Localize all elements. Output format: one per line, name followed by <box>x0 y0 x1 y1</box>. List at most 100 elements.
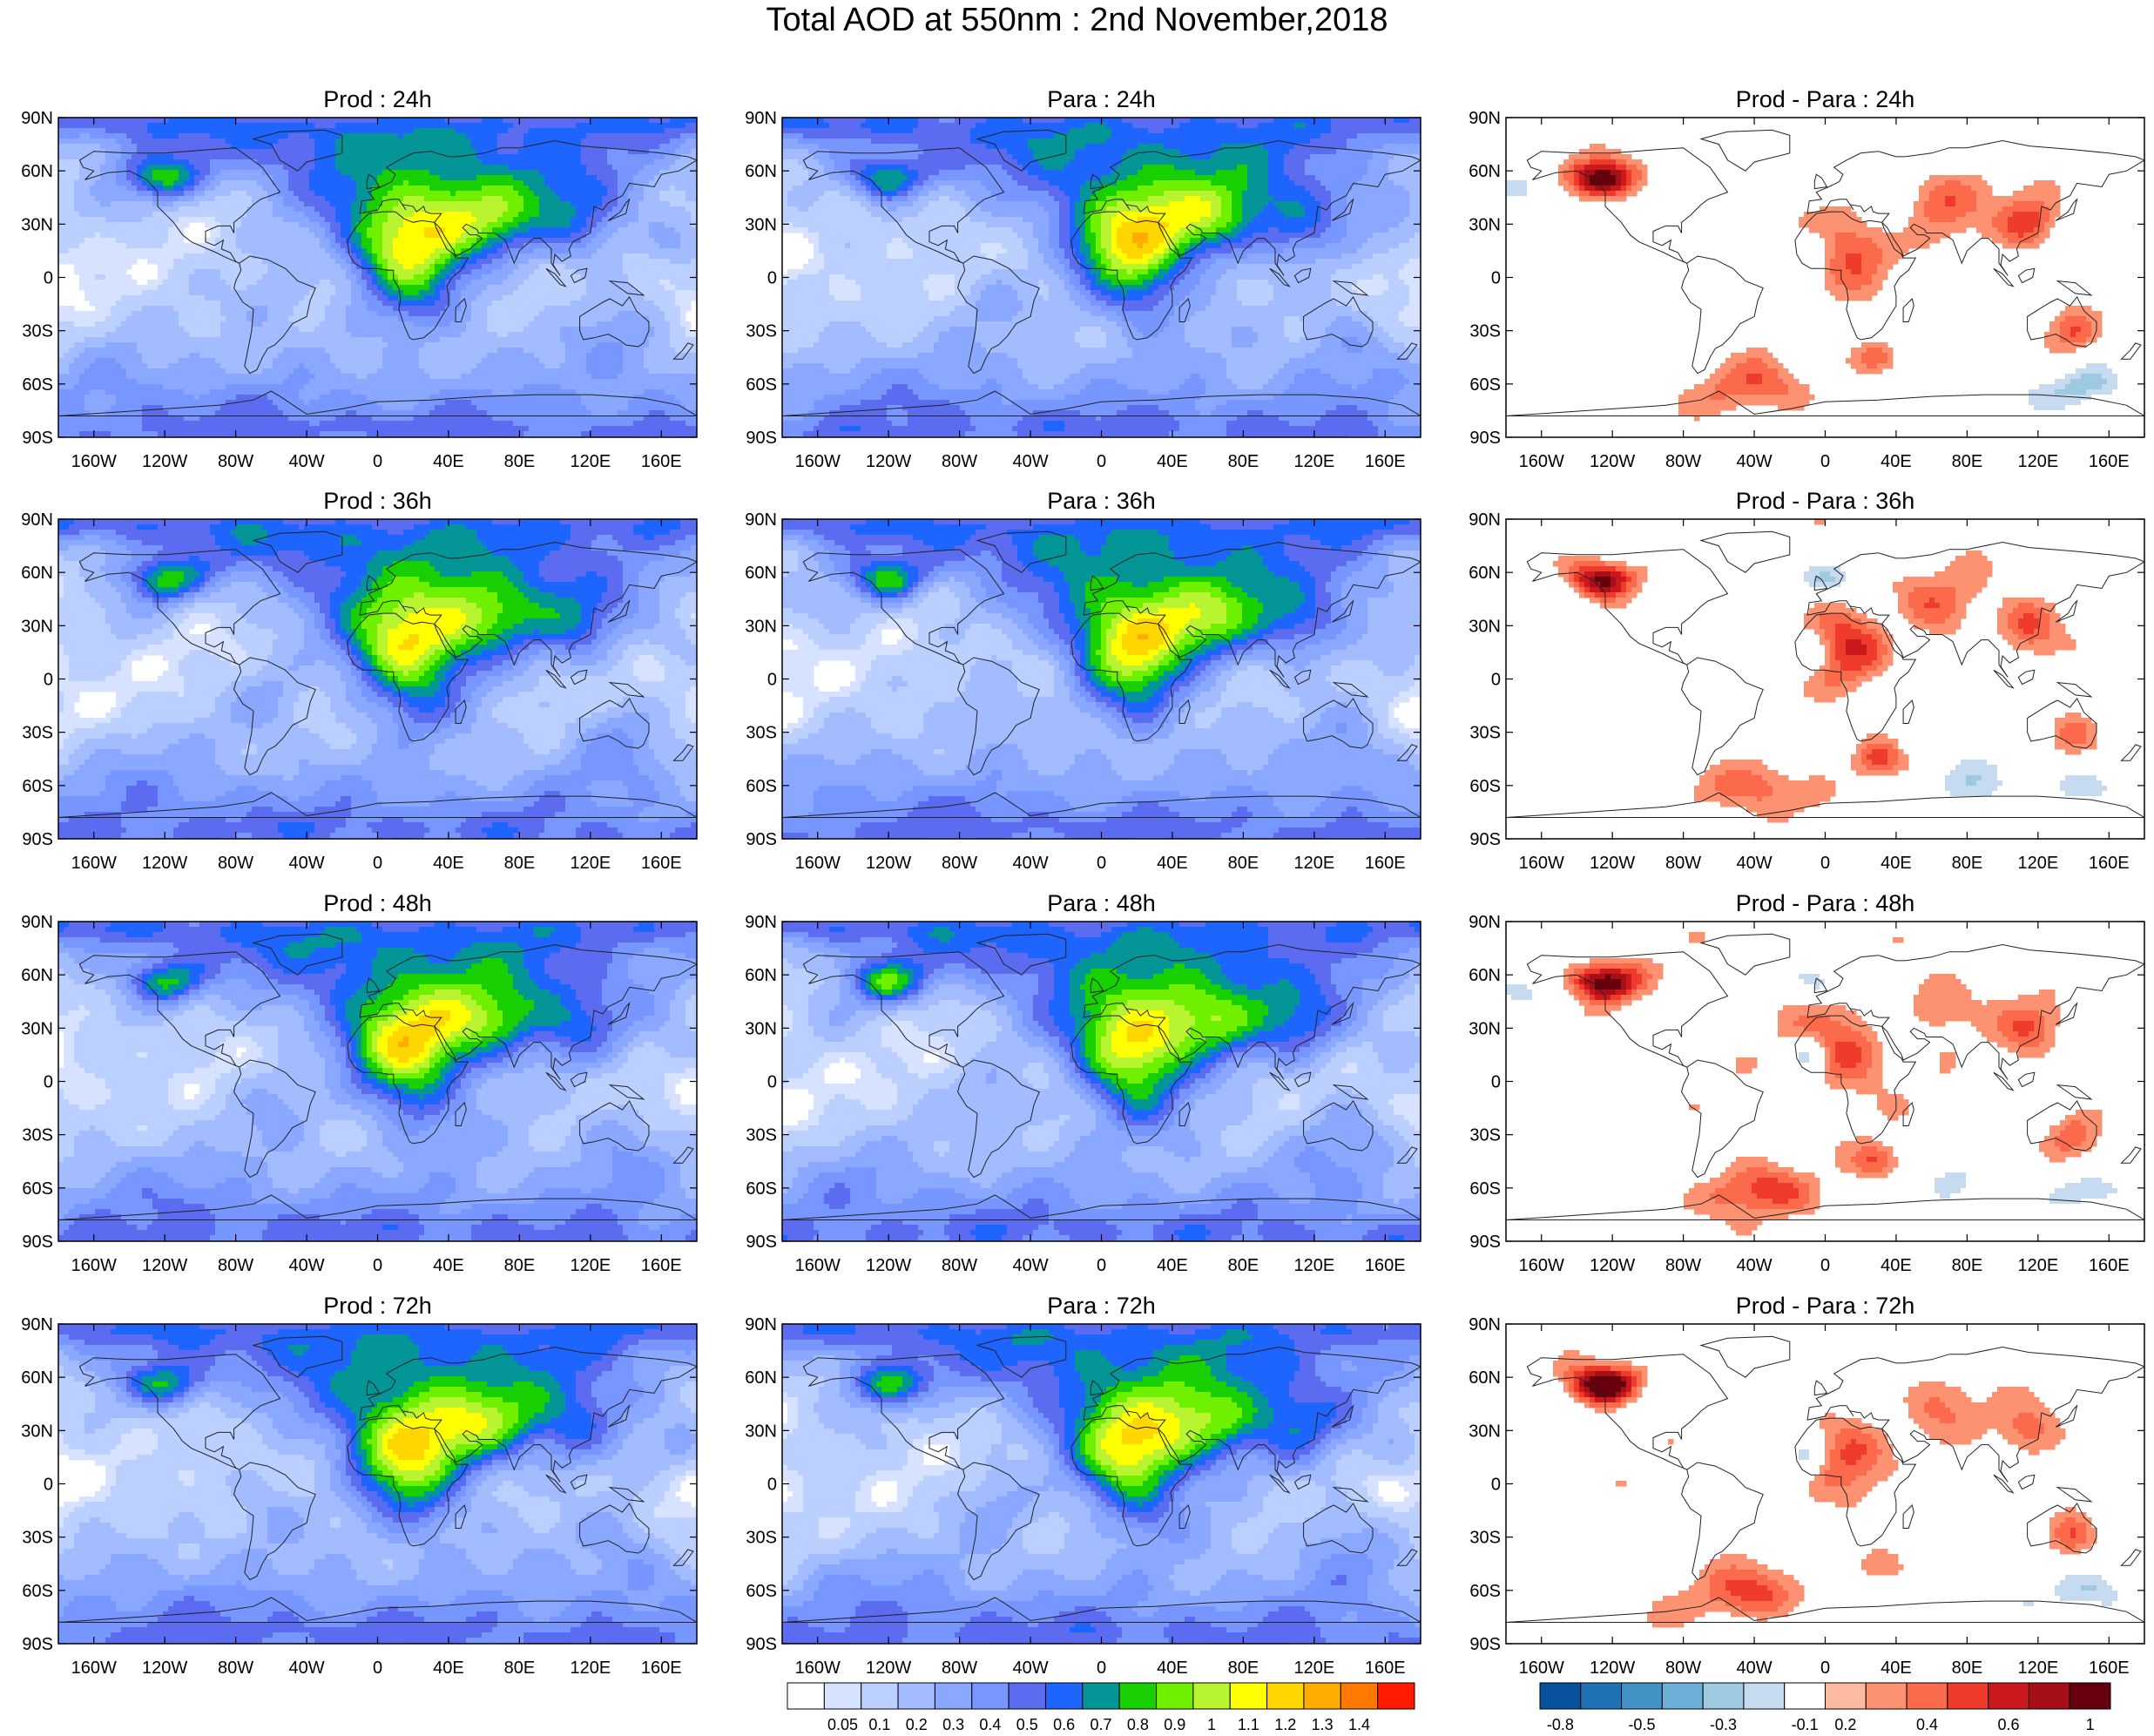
colorbar-swatch <box>1662 1683 1703 1709</box>
lon-tick-label: 160E <box>641 452 682 471</box>
lon-tick-label: 160W <box>1519 1256 1564 1275</box>
lat-tick-label: 0 <box>767 269 777 288</box>
lat-tick-label: 90S <box>746 1635 777 1654</box>
colorbar-swatch <box>1622 1683 1663 1709</box>
colorbar-swatch <box>1581 1683 1622 1709</box>
lon-tick-label: 0 <box>1820 452 1830 471</box>
lon-tick-label: 80W <box>942 1256 977 1275</box>
panel-title: Prod : 48h <box>323 890 432 916</box>
colorbar-swatch <box>1826 1683 1867 1709</box>
lon-tick-label: 80E <box>504 452 536 471</box>
colorbar-swatch <box>1157 1683 1193 1709</box>
lat-tick-label: 90S <box>22 429 53 448</box>
panel-title: Para : 48h <box>1047 890 1156 916</box>
field-layer <box>58 519 702 844</box>
lon-tick-label: 40E <box>1881 1256 1912 1275</box>
lon-tick-label: 160W <box>71 1658 117 1678</box>
diff-colorbar: -0.8 -0.5 -0.3 -0.1 0.2 0.4 0.6 1 <box>1540 1683 2110 1733</box>
lat-tick-label: 30N <box>1469 1422 1501 1441</box>
colorbar-label: 0.9 <box>1164 1716 1185 1733</box>
lat-tick-label: 30S <box>1469 724 1501 743</box>
lat-tick-label: 30N <box>745 617 777 636</box>
lat-tick-label: 90N <box>21 510 53 530</box>
lon-tick-label: 120E <box>2017 452 2058 471</box>
lon-tick-label: 120W <box>142 452 187 471</box>
lon-tick-label: 120E <box>1293 1256 1334 1275</box>
colorbar-label: 0.7 <box>1090 1716 1111 1733</box>
lon-tick-label: 40E <box>1157 854 1188 873</box>
lon-tick-label: 120W <box>1590 452 1635 471</box>
lat-tick-label: 90S <box>746 830 777 849</box>
lon-tick-label: 160W <box>795 1658 841 1678</box>
colorbar-label: 0.05 <box>827 1716 858 1733</box>
lon-tick-label: 120E <box>2017 1658 2058 1678</box>
lat-tick-label: 60N <box>745 162 777 181</box>
colorbar-swatch <box>1989 1683 2029 1709</box>
lon-tick-label: 120W <box>1590 1658 1635 1678</box>
map-panel: Prod - Para : 72h90N60N30N030S60S90S160W… <box>1469 1293 2144 1678</box>
lat-tick-label: 60N <box>1469 1368 1501 1388</box>
lon-tick-label: 120W <box>1590 1256 1635 1275</box>
colorbar-swatch <box>1083 1683 1119 1709</box>
lon-tick-label: 80W <box>942 854 977 873</box>
lat-tick-label: 90S <box>1469 429 1501 448</box>
lon-tick-label: 0 <box>1097 1256 1106 1275</box>
lat-tick-label: 60S <box>746 1582 777 1601</box>
lat-tick-label: 30N <box>21 1422 53 1441</box>
lat-tick-label: 0 <box>44 1476 53 1495</box>
colorbar-label: 0.4 <box>979 1716 1001 1733</box>
lat-tick-label: 0 <box>1491 671 1501 690</box>
field-layer <box>1506 118 2144 437</box>
lon-tick-label: 40E <box>1881 854 1912 873</box>
lat-tick-label: 60S <box>1469 1179 1501 1199</box>
lon-tick-label: 80W <box>1665 1256 1701 1275</box>
lon-tick-label: 40W <box>288 452 324 471</box>
lon-tick-label: 80E <box>504 1658 536 1678</box>
lat-tick-label: 60S <box>22 777 53 796</box>
lon-tick-label: 0 <box>373 854 382 873</box>
colorbar-label: 0.6 <box>1053 1716 1075 1733</box>
lat-tick-label: 60S <box>746 375 777 395</box>
lon-tick-label: 160E <box>2089 1256 2130 1275</box>
lat-tick-label: 0 <box>767 1476 777 1495</box>
lat-tick-label: 30S <box>1469 322 1501 341</box>
colorbar-label: 0.2 <box>1834 1716 1856 1733</box>
lat-tick-label: 0 <box>767 1073 777 1092</box>
lon-tick-label: 120W <box>866 1256 911 1275</box>
lat-tick-label: 30N <box>1469 215 1501 234</box>
lat-tick-label: 60S <box>746 777 777 796</box>
lon-tick-label: 40W <box>1736 452 1772 471</box>
lat-tick-label: 30S <box>22 322 53 341</box>
lon-tick-label: 120W <box>142 1256 187 1275</box>
colorbar-swatch <box>1304 1683 1340 1709</box>
lon-tick-label: 0 <box>1820 1658 1830 1678</box>
colorbar-swatch <box>1045 1683 1082 1709</box>
colorbar-label: -0.8 <box>1547 1716 1574 1733</box>
lon-tick-label: 40W <box>288 1256 324 1275</box>
colorbar-label: 0.4 <box>1916 1716 1938 1733</box>
field-layer <box>782 519 1426 844</box>
lon-tick-label: 40E <box>433 1256 464 1275</box>
lat-tick-label: 60S <box>1469 375 1501 395</box>
lon-tick-label: 120E <box>1293 452 1334 471</box>
panel-title: Prod - Para : 72h <box>1736 1293 1915 1319</box>
lat-tick-label: 60S <box>22 1582 53 1601</box>
colorbar-swatch <box>1378 1683 1415 1709</box>
lon-tick-label: 40W <box>1012 1256 1048 1275</box>
lat-tick-label: 60S <box>746 1179 777 1199</box>
colorbar-label: 0.6 <box>1998 1716 2020 1733</box>
colorbar-swatch <box>1907 1683 1948 1709</box>
lon-tick-label: 160W <box>71 854 117 873</box>
lon-tick-label: 120E <box>1293 854 1334 873</box>
lat-tick-label: 0 <box>44 1073 53 1092</box>
colorbar-label: 0.3 <box>942 1716 964 1733</box>
lat-tick-label: 30N <box>21 617 53 636</box>
field-layer <box>1506 922 2150 1241</box>
lon-tick-label: 120E <box>2017 854 2058 873</box>
panel-title: Prod - Para : 24h <box>1736 86 1915 112</box>
lon-tick-label: 40W <box>1012 1658 1048 1678</box>
lat-tick-label: 90N <box>745 510 777 530</box>
field-layer <box>782 1324 1426 1649</box>
lat-tick-label: 30S <box>22 1126 53 1145</box>
